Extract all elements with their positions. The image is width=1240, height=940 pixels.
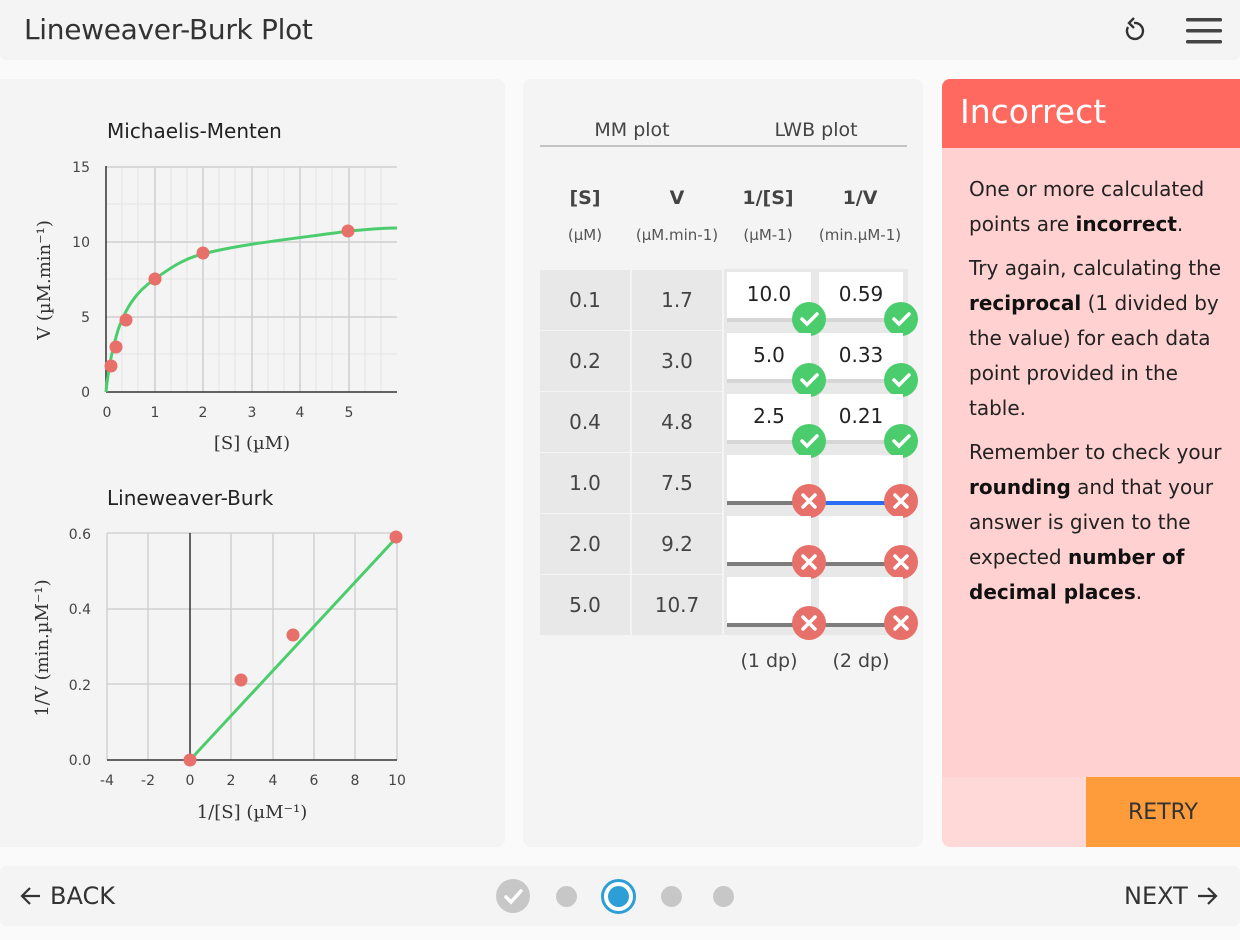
svg-text:-2: -2 [141,773,155,789]
feedback-header: Incorrect [942,79,1240,148]
cross-icon [792,606,826,640]
step-1-completed[interactable] [496,879,530,913]
feedback-paragraph: Try again, calculating the reciprocal (1… [969,256,1222,420]
cell-s: 0.2 [540,331,630,391]
svg-text:0.2: 0.2 [69,678,91,694]
current-step-marker [608,886,629,907]
cell-s: 0.1 [540,270,630,330]
cell-v: 4.8 [632,392,722,452]
col-head-v: V [669,187,685,209]
lwb-chart-title: Lineweaver-Burk [107,486,274,510]
cross-icon [792,484,826,518]
lwb-y-label: 1/V (min.µM⁻¹) [32,579,53,716]
header-bar: Lineweaver-Burk Plot [0,0,1240,60]
cell-s: 1.0 [540,453,630,513]
svg-text:0: 0 [103,405,112,421]
feedback-title: Incorrect [960,92,1107,131]
svg-text:5: 5 [345,405,354,421]
svg-text:5: 5 [81,310,90,326]
cross-icon [792,545,826,579]
svg-text:10: 10 [388,773,406,789]
svg-text:15: 15 [72,160,90,176]
mm-chart-title: Michaelis-Menten [107,119,282,143]
svg-text:3: 3 [248,405,257,421]
mm-y-label: V (µM.min⁻¹) [34,220,55,341]
cell-s: 2.0 [540,514,630,574]
menu-icon [1186,18,1222,44]
col-unit-inv-v: (min.µM-1) [818,226,902,244]
cell-s: 0.4 [540,392,630,452]
svg-text:0.6: 0.6 [69,527,91,543]
mm-chart: Michaelis-Menten [34,119,398,454]
step-4[interactable] [661,886,682,907]
col-unit-v: (µM.min-1) [635,226,719,244]
input-inv-v[interactable]: 0.33 [819,333,903,383]
reset-button[interactable] [1119,16,1149,46]
feedback-body: One or more calculated points are incorr… [969,172,1224,619]
lwb-chart: Lineweaver-Burk 0.6 0.4 0.2 0.0 -4 -2 0 [32,486,406,823]
arrow-right-icon [1197,887,1218,905]
col-head-s: [S] [569,187,601,209]
cross-icon [884,606,918,640]
reset-icon [1125,17,1145,41]
check-icon [884,302,918,336]
group-divider [540,145,907,147]
check-icon [792,302,826,336]
step-3-current[interactable] [601,879,636,914]
next-label: NEXT [1124,882,1188,910]
check-icon [884,363,918,397]
back-button[interactable]: BACK [20,882,115,910]
retry-button[interactable]: RETRY [1086,777,1240,847]
svg-text:1: 1 [151,405,160,421]
svg-text:2: 2 [199,405,208,421]
col-head-inv-s: 1/[S] [742,187,794,209]
next-button[interactable]: NEXT [1124,882,1218,910]
col-unit-inv-s: (µM-1) [743,226,793,244]
mm-x-label: [S] (µM) [214,433,290,454]
check-icon [792,424,826,458]
check-icon [792,363,826,397]
col-head-inv-v: 1/V [842,187,878,209]
step-2[interactable] [556,886,577,907]
menu-button[interactable] [1186,18,1222,44]
back-label: BACK [50,882,115,910]
svg-text:0.4: 0.4 [69,602,91,618]
page-title: Lineweaver-Burk Plot [24,13,313,46]
cell-v: 3.0 [632,331,722,391]
svg-text:8: 8 [351,773,360,789]
cell-v: 7.5 [632,453,722,513]
cell-s: 5.0 [540,575,630,635]
dp-note-inv-v: (2 dp) [832,650,890,672]
feedback-footer-spacer [942,777,1086,847]
cell-v: 1.7 [632,270,722,330]
feedback-paragraph: One or more calculated points are incorr… [969,177,1205,236]
svg-text:10: 10 [72,235,90,251]
svg-text:0: 0 [186,773,195,789]
feedback-paragraph: Remember to check your rounding and that… [969,440,1222,604]
check-icon [884,424,918,458]
check-icon [504,889,523,905]
feedback-panel: Incorrect One or more calculated points … [942,79,1240,847]
lwb-x-label: 1/[S] (µM⁻¹) [197,802,308,823]
svg-text:6: 6 [310,773,319,789]
group-header-lwb: LWB plot [774,119,858,141]
svg-text:-4: -4 [100,773,114,789]
cell-v: 10.7 [632,575,722,635]
dp-note-inv-s: (1 dp) [740,650,798,672]
cross-icon [884,484,918,518]
charts-panel: Michaelis-Menten [0,79,505,847]
cross-icon [884,545,918,579]
bottom-nav: BACK NEXT [0,866,1240,926]
svg-text:0.0: 0.0 [69,753,91,769]
cell-v: 9.2 [632,514,722,574]
arrow-left-icon [20,887,40,905]
group-header-mm: MM plot [594,119,670,141]
svg-text:2: 2 [227,773,236,789]
col-unit-s: (µM) [567,226,603,244]
svg-text:0: 0 [81,385,90,401]
data-table-panel: MM plot LWB plot [S] V 1/[S] 1/V (µM) (µ… [523,79,923,847]
svg-text:4: 4 [296,405,305,421]
svg-text:4: 4 [269,773,278,789]
step-5[interactable] [713,886,734,907]
